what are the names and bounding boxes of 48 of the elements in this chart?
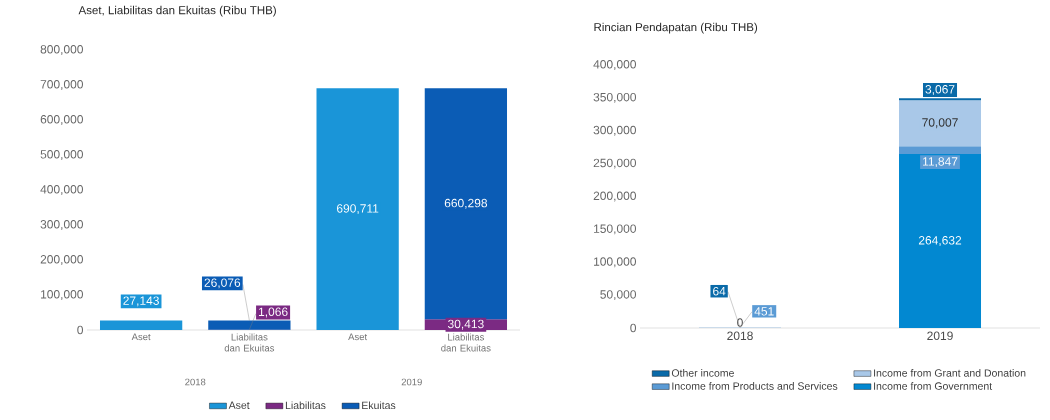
legend-label: Income from Grant and Donation — [874, 369, 1026, 377]
legend-label: Aset — [228, 401, 250, 409]
data-label: 1,066 — [258, 307, 288, 318]
data-label: 27,143 — [123, 296, 159, 307]
y-tick-label: 700,000 — [40, 80, 83, 90]
x-tick-label: Aset — [348, 333, 368, 341]
data-label: 690,711 — [336, 204, 379, 215]
y-tick-label: 100,000 — [41, 290, 83, 300]
y-tick-label: 500,000 — [40, 150, 83, 160]
chart-title: Rincian Pendapatan (Ribu THB) — [594, 22, 758, 34]
y-tick-label: 300,000 — [40, 220, 83, 230]
y-tick-label: 400,000 — [40, 185, 83, 195]
y-tick-label: 600,000 — [40, 115, 83, 125]
legend-label: Liabilitas — [285, 401, 326, 410]
data-label: 660,298 — [444, 198, 488, 209]
data-label: 26,076 — [204, 278, 241, 289]
data-label: 264,632 — [918, 236, 962, 246]
y-tick-label: 250,000 — [593, 158, 637, 169]
y-tick-label: 150,000 — [594, 224, 637, 235]
data-label: 0 — [737, 318, 743, 327]
y-tick-label: 0 — [77, 325, 84, 335]
x-tick-label: 2018 — [727, 331, 753, 341]
y-tick-label: 300,000 — [593, 125, 637, 136]
y-tick-label: 200,000 — [593, 191, 637, 202]
legend-label: Other income — [671, 369, 734, 377]
x-tick-label: Liabilitas dan Ekuitas — [224, 333, 275, 352]
data-label: 30,413 — [447, 319, 484, 330]
x-tick-label: 2019 — [927, 331, 953, 341]
data-label: 11,847 — [923, 157, 958, 168]
x-tick-label: Aset — [131, 333, 151, 341]
text: 2018 — [185, 378, 206, 386]
x-tick-label: Liabilitas dan Ekuitas — [441, 333, 491, 352]
y-tick-label: 0 — [630, 323, 637, 333]
y-tick-label: 350,000 — [593, 92, 637, 103]
legend-label: Ekuitas — [362, 401, 396, 410]
legend-label: Income from Government — [874, 382, 993, 390]
y-tick-label: 50,000 — [600, 290, 637, 301]
y-tick-label: 400,000 — [593, 60, 637, 70]
data-label: 70,007 — [922, 118, 958, 129]
text: 2019 — [401, 378, 422, 386]
data-label: 451 — [754, 307, 774, 316]
y-tick-label: 200,000 — [40, 255, 83, 265]
y-tick-label: 100,000 — [594, 257, 637, 268]
data-label: 3,067 — [925, 85, 955, 95]
y-tick-label: 800,000 — [40, 45, 83, 55]
chart-title: Aset, Liabilitas dan Ekuitas (Ribu THB) — [78, 5, 276, 17]
data-label: 64 — [713, 286, 726, 296]
legend-label: Income from Products and Services — [672, 382, 838, 390]
